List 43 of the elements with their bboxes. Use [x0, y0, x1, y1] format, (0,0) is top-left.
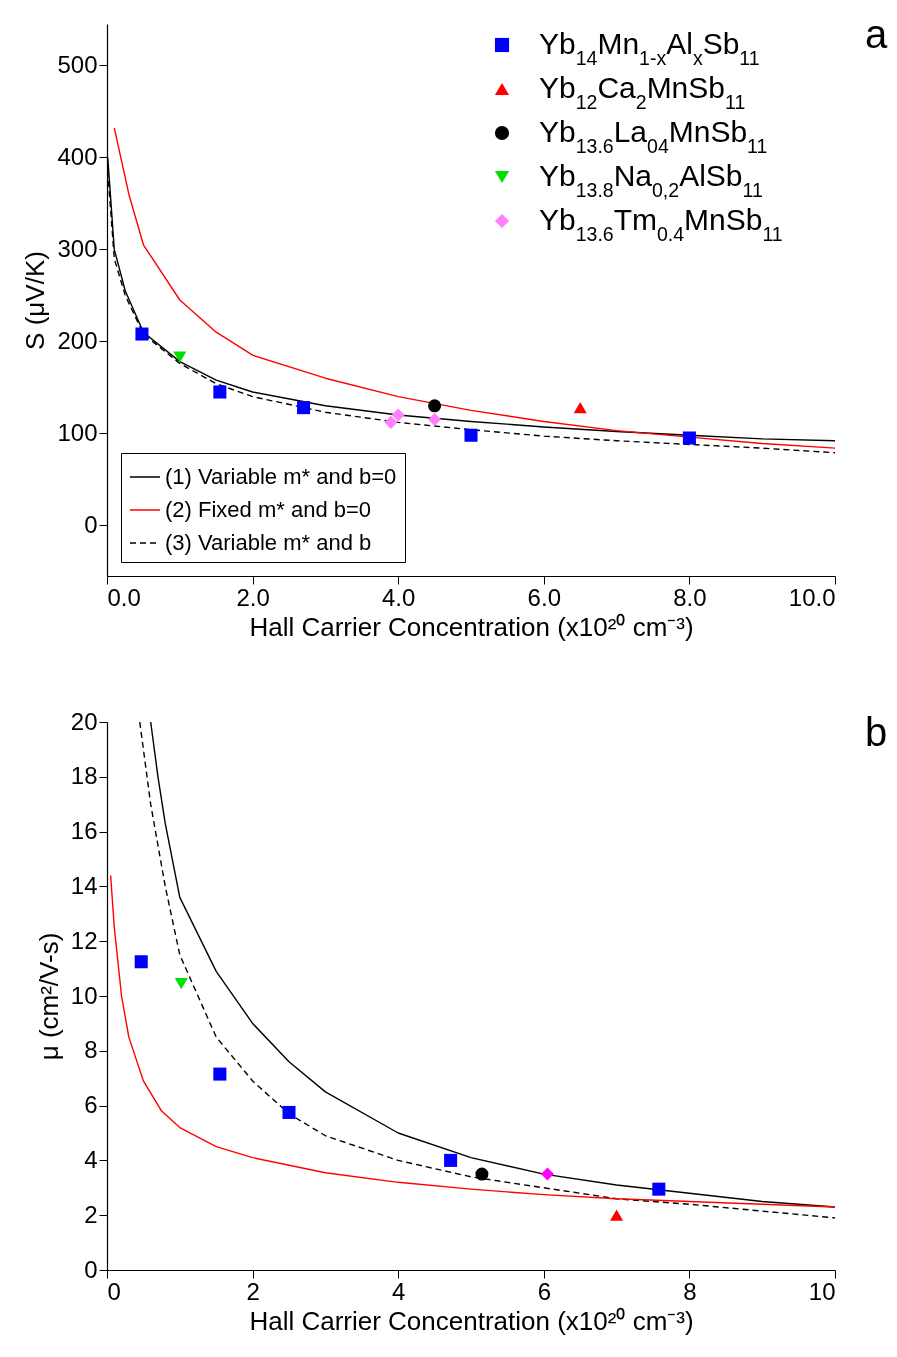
legend-label: Yb$_{12}$Ca$_{2}$MnSb$_{11}$	[539, 71, 746, 113]
legend-label: (1) Variable m* and b=0	[165, 464, 397, 489]
x-tick-label: 0	[107, 1277, 121, 1305]
y-tick-label: 6	[84, 1091, 98, 1119]
y-tick-label: 8	[84, 1036, 98, 1064]
x-tick-label: 6	[537, 1277, 551, 1305]
y-axis-title: S (μV/K)	[20, 251, 51, 350]
x-tick-label: 8.0	[673, 583, 707, 611]
x-tick-label: 2.0	[236, 583, 270, 611]
legend-label: Yb$_{13.6}$Tm$_{0.4}$MnSb$_{11}$	[539, 203, 783, 245]
x-tick-label: 10.0	[788, 583, 836, 611]
y-tick-label: 100	[57, 418, 98, 446]
y-tick-label: 300	[57, 234, 98, 262]
y-axis-title: μ (cm²/V-s)	[33, 932, 64, 1061]
x-tick-label: 4.0	[382, 583, 416, 611]
x-tick-label: 4	[392, 1277, 406, 1305]
y-tick-label: 0	[84, 510, 98, 538]
y-tick-label: 400	[57, 142, 98, 170]
text: a	[865, 12, 888, 56]
y-tick-label: 16	[70, 817, 98, 845]
x-axis-title: Hall Carrier Concentration (x10²⁰ cm⁻³)	[249, 1305, 694, 1336]
legend-label: (2) Fixed m* and b=0	[165, 497, 372, 522]
x-tick-label: 10	[808, 1277, 836, 1305]
x-tick-label: 6.0	[527, 583, 561, 611]
legend-label: Yb$_{14}$Mn$_{1-x}$Al$_{x}$Sb$_{11}$	[539, 27, 760, 69]
y-tick-label: 500	[57, 50, 98, 78]
y-tick-label: 4	[84, 1145, 98, 1173]
legend-label: (3) Variable m* and b	[165, 530, 372, 555]
legend-label: Yb$_{13.8}$Na$_{0,2}$AlSb$_{11}$	[539, 159, 763, 201]
x-tick-label: 8	[683, 1277, 697, 1305]
x-tick-label: 0.0	[107, 583, 141, 611]
x-tick-label: 2	[246, 1277, 260, 1305]
y-tick-label: 10	[70, 981, 98, 1009]
y-tick-label: 14	[70, 871, 98, 899]
legend-label: Yb$_{13.6}$La$_{04}$MnSb$_{11}$	[539, 115, 768, 157]
x-axis-title: Hall Carrier Concentration (x10²⁰ cm⁻³)	[249, 611, 694, 642]
y-tick-label: 2	[84, 1200, 98, 1228]
y-tick-label: 0	[84, 1255, 98, 1283]
y-tick-label: 200	[57, 326, 98, 354]
y-tick-label: 12	[70, 926, 98, 954]
y-tick-label: 18	[70, 762, 98, 790]
text: b	[865, 710, 888, 754]
y-tick-label: 20	[70, 707, 98, 735]
